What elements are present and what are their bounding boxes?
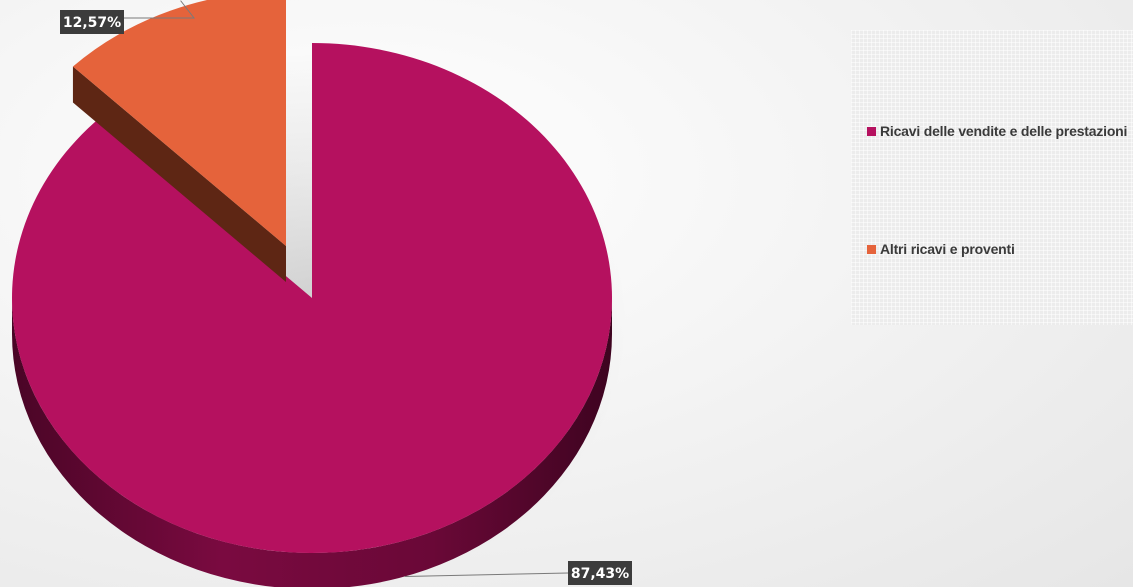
- leader-line-altri-ricavi-e-proventi: [124, 0, 196, 19]
- legend-label-altri-ricavi: Altri ricavi e proventi: [880, 241, 1015, 257]
- legend-swatch-ricavi-vendite: [867, 126, 876, 136]
- pie-slice-ricavi-delle-vendite-e-delle-prestazioni[interactable]: [12, 43, 613, 554]
- pie-slice-altri-ricavi-e-proventi[interactable]: [72, 0, 286, 246]
- legend-label-ricavi-vendite: Ricavi delle vendite e delle prestazioni: [880, 123, 1128, 139]
- data-label-box-ricavi-delle-vendite-e-delle-prestazioni: [568, 561, 632, 585]
- legend-item-ricavi-vendite[interactable]: Ricavi delle vendite e delle prestazioni: [867, 123, 1127, 139]
- data-label-ricavi-delle-vendite-e-delle-prestazioni: 87,43%: [571, 566, 629, 582]
- data-label-altri-ricavi-e-proventi: 12,57%: [63, 15, 121, 31]
- legend: Ricavi delle vendite e delle prestazioni…: [851, 30, 1133, 325]
- legend-item-altri-ricavi[interactable]: Altri ricavi e proventi: [867, 241, 1015, 257]
- leader-line-ricavi-delle-vendite-e-delle-prestazioni: [404, 572, 569, 578]
- data-label-box-altri-ricavi-e-proventi: [60, 10, 124, 34]
- pie-slice-cutface-altri-ricavi-e-proventi: [72, 66, 286, 282]
- legend-swatch-altri-ricavi: [867, 244, 876, 254]
